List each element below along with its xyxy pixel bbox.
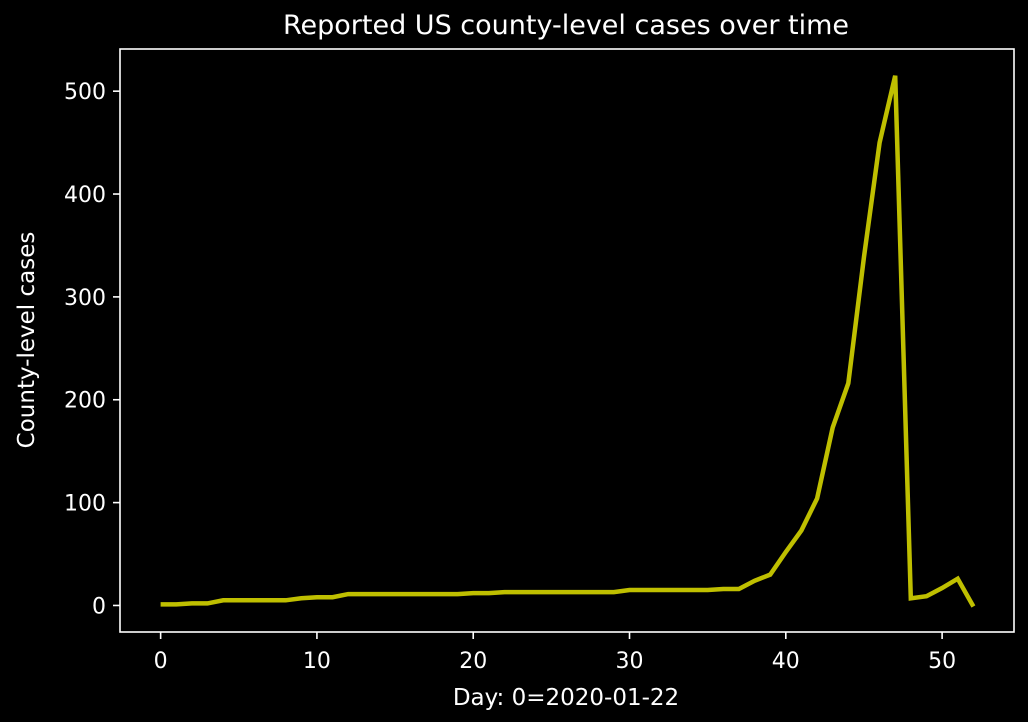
y-axis-label: County-level cases — [14, 232, 40, 449]
y-tick-label: 200 — [64, 389, 106, 414]
x-tick-label: 40 — [772, 649, 800, 674]
plot-area: 0 10 20 30 40 50 0 100 200 300 400 500 — [64, 48, 1015, 674]
axes-frame — [119, 48, 1015, 633]
x-tick-label: 0 — [154, 649, 168, 674]
y-axis-ticks: 0 100 200 300 400 500 — [64, 80, 120, 619]
y-tick-label: 500 — [64, 80, 106, 105]
x-tick-label: 20 — [459, 649, 487, 674]
x-tick-label: 50 — [928, 649, 956, 674]
y-tick-label: 100 — [64, 492, 106, 517]
chart-title: Reported US county-level cases over time — [283, 10, 849, 41]
x-axis-label: Day: 0=2020-01-22 — [453, 685, 679, 711]
x-tick-label: 10 — [303, 649, 331, 674]
x-axis-ticks: 0 10 20 30 40 50 — [154, 632, 956, 674]
x-tick-label: 30 — [616, 649, 644, 674]
y-tick-label: 300 — [64, 286, 106, 311]
y-tick-label: 0 — [92, 594, 106, 619]
series-layer — [160, 75, 976, 608]
y-tick-label: 400 — [64, 183, 106, 208]
series-line — [160, 75, 976, 608]
